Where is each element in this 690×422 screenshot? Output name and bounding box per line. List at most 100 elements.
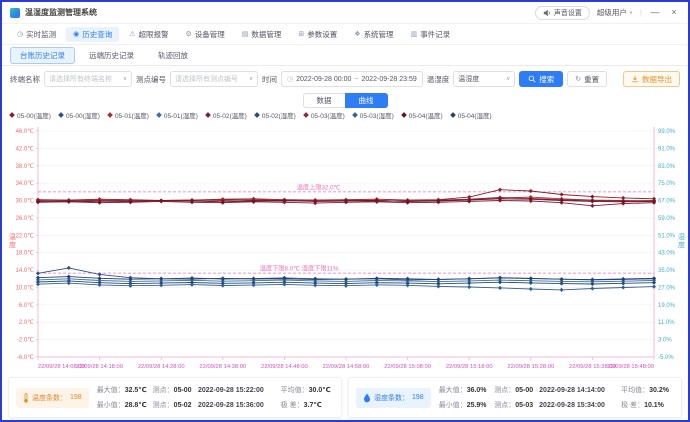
terminal-label: 终端名称 [10, 74, 40, 84]
svg-text:温度下限8.0℃ 湿度下限11%: 温度下限8.0℃ 湿度下限11% [260, 265, 339, 273]
terminal-select[interactable]: 请选择所有终端名称 ∨ [44, 71, 132, 87]
chevron-down-icon: ∨ [248, 76, 253, 82]
nav-item-alarm[interactable]: ⚠ 超限报警 [129, 29, 169, 39]
svg-text:22/09/28 15:48:00: 22/09/28 15:48:00 [607, 364, 654, 370]
export-button[interactable]: 数据导出 [623, 71, 680, 87]
download-icon [632, 75, 638, 83]
clock-icon: ◷ [287, 76, 294, 83]
legend-marker-icon [156, 112, 162, 118]
refresh-icon: ↻ [575, 76, 582, 83]
date-range-picker[interactable]: ◷ 2022-09-28 00:00 ~ 2022-09-28 23:59 [281, 71, 423, 87]
database-icon: ▤ [241, 31, 249, 38]
legend-marker-icon [351, 112, 358, 118]
svg-text:42.0℃: 42.0℃ [16, 145, 35, 152]
tab-remote-history[interactable]: 远端历史记录 [89, 50, 134, 60]
gear-icon: ⚙ [185, 31, 192, 38]
svg-text:19.0%: 19.0% [658, 303, 676, 309]
legend-item[interactable]: 05-00(湿度) [58, 110, 100, 120]
type-label: 温湿度 [426, 74, 450, 84]
temperature-count-badge: 温度条数198 [16, 387, 89, 408]
svg-text:38.0℃: 38.0℃ [16, 163, 35, 170]
speaker-icon [543, 9, 550, 16]
svg-text:43.0%: 43.0% [658, 251, 676, 257]
legend-marker-icon [400, 112, 407, 118]
reset-button[interactable]: ↻ 重置 [567, 71, 608, 87]
user-menu[interactable]: 超级用户 ∨ [597, 7, 633, 18]
nav-item-device[interactable]: ⚙ 设备管理 [185, 29, 225, 39]
temperature-summary-card: 温度条数198 最大值32.5℃ 测点05-00 2022-09-28 15:2… [8, 377, 342, 418]
svg-text:75.0%: 75.0% [658, 181, 676, 187]
svg-text:30.0℃: 30.0℃ [16, 198, 35, 205]
svg-text:22/09/28 15:08:00: 22/09/28 15:08:00 [384, 364, 431, 370]
legend-marker-icon [302, 112, 309, 118]
legend-marker-icon [205, 112, 211, 118]
svg-text:18.0℃: 18.0℃ [16, 250, 35, 257]
chart-canvas: 46.0℃ 99.0% 42.0℃ 91.0% 38.0℃ 83.0% 34.0℃ 75.0%… [9, 127, 685, 370]
legend-item[interactable]: 05-02(温度) [205, 110, 247, 120]
type-select[interactable]: 温湿度 ∨ [453, 71, 516, 87]
legend-marker-icon [107, 112, 113, 118]
legend-item[interactable]: 05-00(温度) [9, 110, 51, 120]
svg-text:22/09/28 14:08:00: 22/09/28 14:08:00 [38, 364, 85, 370]
svg-text:22/09/28 14:18:00: 22/09/28 14:18:00 [76, 364, 123, 370]
nav-item-events[interactable]: ▥ 事件记录 [410, 29, 451, 39]
subtabs: 台账历史记录 远端历史记录 轨迹回放 [2, 45, 688, 66]
svg-text:22/09/28 15:38:00: 22/09/28 15:38:00 [569, 364, 616, 370]
nav-item-data[interactable]: ▤ 数据管理 [241, 29, 282, 39]
svg-text:11.0%: 11.0% [658, 320, 675, 326]
legend-item[interactable]: 05-01(湿度) [156, 110, 198, 120]
legend-item[interactable]: 05-03(温度) [302, 110, 345, 120]
tab-ledger-history[interactable]: 台账历史记录 [10, 46, 75, 64]
tab-track-playback[interactable]: 轨迹回放 [158, 50, 188, 60]
time-label: 时间 [262, 74, 277, 84]
legend-marker-icon [58, 112, 64, 118]
svg-text:6.0℃: 6.0℃ [19, 302, 34, 309]
nav-item-realtime[interactable]: ◷ 实时监测 [17, 29, 57, 39]
app-title: 温湿度监测管理系统 [25, 8, 97, 17]
legend-marker-icon [9, 112, 15, 118]
sound-settings-label: 声音设置 [553, 9, 582, 17]
svg-text:59.0%: 59.0% [658, 216, 676, 222]
humidity-summary-card: 湿度条数198 最大值36.0% 测点05-00 2022-09-28 14:1… [348, 377, 682, 418]
user-name: 超级用户 [596, 8, 627, 17]
search-button[interactable]: 搜索 [519, 71, 564, 87]
legend-item[interactable]: 05-04(温度) [400, 110, 443, 120]
svg-text:46.0℃: 46.0℃ [16, 128, 35, 135]
svg-text:26.0℃: 26.0℃ [16, 215, 35, 222]
main-nav: ◷ 实时监测 ◉ 历史查询 ⚠ 超限报警 ⚙ 设备管理 ▤ 数据管理 ⊞ 参数设置 ❖ 系统管… [2, 24, 688, 45]
svg-text:22/09/28 15:18:00: 22/09/28 15:18:00 [446, 364, 493, 370]
sound-settings-button[interactable]: 声音设置 [534, 5, 590, 20]
svg-text:67.0%: 67.0% [658, 199, 676, 205]
point-label: 测点编号 [136, 74, 166, 84]
svg-text:22/09/28 14:38:00: 22/09/28 14:38:00 [199, 364, 246, 370]
history-icon: ◉ [73, 31, 80, 38]
svg-text:22/09/28 15:28:00: 22/09/28 15:28:00 [507, 364, 554, 370]
humidity-stats: 最大值36.0% 测点05-00 2022-09-28 14:14:00 平均值… [439, 385, 674, 410]
minimize-button[interactable]: — [650, 7, 660, 17]
svg-text:-5.0%: -5.0% [658, 355, 674, 361]
chevron-down-icon: ∨ [628, 9, 633, 16]
date-start-value: 2022-09-28 00:00 [296, 75, 352, 83]
legend-item[interactable]: 05-03(湿度) [351, 110, 394, 120]
legend-item[interactable]: 05-01(温度) [107, 110, 149, 120]
system-icon: ❖ [354, 31, 361, 38]
nav-item-params[interactable]: ⊞ 参数设置 [298, 29, 338, 39]
toggle-curve-button[interactable]: 曲线 [344, 93, 388, 108]
svg-text:99.0%: 99.0% [658, 129, 676, 135]
nav-item-system[interactable]: ❖ 系统管理 [354, 29, 394, 39]
svg-text:温度上限32.0℃: 温度上限32.0℃ [297, 183, 341, 191]
toggle-data-button[interactable]: 数据 [302, 93, 345, 108]
svg-text:22/09/28 14:28:00: 22/09/28 14:28:00 [138, 364, 185, 370]
close-button[interactable]: × [671, 7, 677, 17]
legend-item[interactable]: 05-04(湿度) [449, 110, 492, 120]
nav-item-history[interactable]: ◉ 历史查询 [66, 26, 120, 42]
point-select[interactable]: 请选择所有测点编号 ∨ [170, 71, 258, 87]
summary-cards: 温度条数198 最大值32.5℃ 测点05-00 2022-09-28 15:2… [2, 375, 688, 418]
titlebar-right: 声音设置 超级用户 ∨ | — × [534, 5, 680, 20]
legend-marker-icon [449, 112, 456, 118]
svg-text:2.0℃: 2.0℃ [19, 319, 34, 326]
legend-item[interactable]: 05-02(湿度) [254, 110, 296, 120]
date-end-value: 2022-09-28 23:59 [361, 75, 417, 83]
alarm-icon: ⚠ [129, 31, 136, 38]
legend-marker-icon [254, 112, 260, 118]
